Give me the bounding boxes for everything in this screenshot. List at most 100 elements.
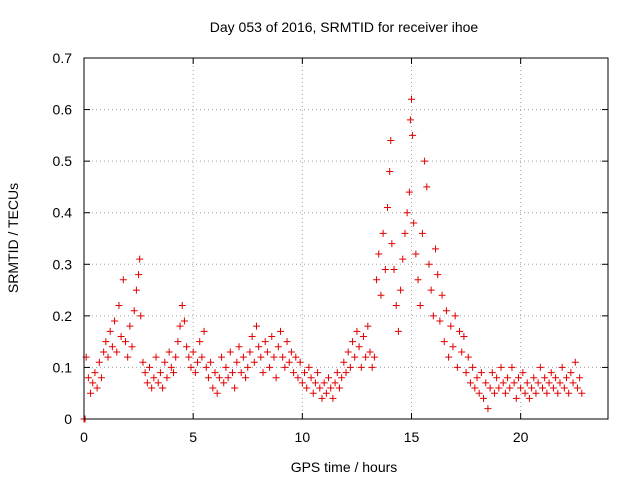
data-point <box>244 363 252 371</box>
data-point <box>143 379 151 387</box>
data-point <box>113 348 121 356</box>
data-point <box>220 379 228 387</box>
data-point <box>493 374 501 382</box>
data-point <box>95 358 103 366</box>
data-point <box>552 374 560 382</box>
data-point <box>377 291 385 299</box>
data-point <box>410 219 418 227</box>
data-point <box>567 369 575 377</box>
data-point <box>565 389 573 397</box>
data-point <box>218 353 226 361</box>
x-tick-label: 0 <box>80 429 88 445</box>
data-point <box>355 343 363 351</box>
data-point <box>340 358 348 366</box>
data-point <box>408 95 415 103</box>
x-axis-label: GPS time / hours <box>291 459 398 475</box>
data-point <box>307 374 315 382</box>
data-point <box>521 389 529 397</box>
data-point <box>281 363 289 371</box>
data-point <box>250 358 258 366</box>
data-point <box>560 384 568 392</box>
data-point <box>325 374 333 382</box>
data-point <box>266 363 274 371</box>
data-point <box>547 369 555 377</box>
data-point <box>416 302 424 310</box>
data-point <box>233 358 241 366</box>
data-point <box>102 338 110 346</box>
data-point <box>261 338 269 346</box>
data-point <box>178 302 186 310</box>
data-point <box>108 343 116 351</box>
data-point <box>482 379 490 387</box>
data-point <box>215 374 223 382</box>
data-point <box>209 384 217 392</box>
data-point <box>115 302 123 310</box>
y-tick-label: 0.3 <box>53 256 73 272</box>
data-point <box>163 374 171 382</box>
data-point <box>303 384 311 392</box>
data-point <box>512 394 520 402</box>
data-point <box>248 332 256 340</box>
data-point <box>532 389 540 397</box>
data-point <box>373 276 381 284</box>
data-point <box>100 348 108 356</box>
data-point <box>414 276 422 284</box>
data-point <box>342 369 350 377</box>
data-point <box>202 363 210 371</box>
data-point <box>499 379 507 387</box>
data-point <box>124 353 132 361</box>
data-point <box>331 379 339 387</box>
data-point <box>231 384 239 392</box>
data-point <box>194 358 202 366</box>
data-point <box>189 348 197 356</box>
data-point <box>117 332 125 340</box>
data-point <box>399 255 407 263</box>
data-point <box>558 363 566 371</box>
data-point <box>368 363 376 371</box>
data-point <box>287 348 295 356</box>
data-point <box>490 389 498 397</box>
data-point <box>136 255 144 263</box>
data-point <box>338 374 346 382</box>
data-point <box>148 384 156 392</box>
data-point <box>318 394 326 402</box>
data-point <box>198 353 206 361</box>
data-point <box>375 250 383 258</box>
data-point <box>571 358 579 366</box>
data-point <box>456 327 464 335</box>
data-point <box>497 363 505 371</box>
data-point <box>316 384 324 392</box>
data-point <box>510 379 518 387</box>
data-point <box>477 369 485 377</box>
data-point <box>272 374 280 382</box>
data-point <box>222 363 230 371</box>
data-point <box>290 369 298 377</box>
data-point <box>121 338 129 346</box>
data-point <box>314 369 322 377</box>
data-point <box>508 363 516 371</box>
data-point <box>296 358 304 366</box>
data-point <box>97 374 105 382</box>
y-tick-label: 0.1 <box>53 359 73 375</box>
data-point <box>187 363 195 371</box>
x-tick-label: 10 <box>295 429 311 445</box>
data-point <box>383 204 391 212</box>
data-point <box>165 348 173 356</box>
data-point <box>292 353 300 361</box>
data-point <box>458 348 466 356</box>
data-point <box>309 389 317 397</box>
data-point <box>333 369 341 377</box>
data-point <box>255 343 263 351</box>
data-point <box>445 353 453 361</box>
data-point <box>460 332 468 340</box>
data-point <box>322 389 330 397</box>
data-point <box>228 369 236 377</box>
data-point <box>196 338 204 346</box>
data-point <box>473 374 481 382</box>
data-point <box>270 353 278 361</box>
data-point <box>274 343 282 351</box>
data-point <box>543 389 551 397</box>
data-point <box>519 369 527 377</box>
data-point <box>268 332 276 340</box>
chart-title: Day 053 of 2016, SRMTID for receiver iho… <box>210 19 479 35</box>
